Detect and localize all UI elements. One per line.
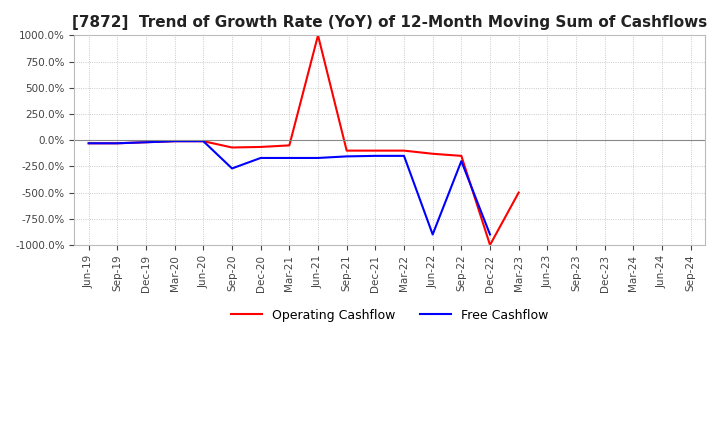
Free Cashflow — [142, 139, 150, 145]
Title: [7872]  Trend of Growth Rate (YoY) of 12-Month Moving Sum of Cashflows: [7872] Trend of Growth Rate (YoY) of 12-… — [72, 15, 707, 30]
Free Cashflow — [256, 155, 265, 161]
Line: Free Cashflow: Free Cashflow — [89, 141, 490, 235]
Operating Cashflow — [514, 190, 523, 195]
Operating Cashflow — [314, 33, 323, 38]
Operating Cashflow — [113, 141, 122, 146]
Legend: Operating Cashflow, Free Cashflow: Operating Cashflow, Free Cashflow — [225, 304, 554, 327]
Operating Cashflow — [228, 145, 236, 150]
Free Cashflow — [400, 153, 408, 158]
Free Cashflow — [171, 139, 179, 144]
Operating Cashflow — [171, 139, 179, 144]
Free Cashflow — [486, 232, 495, 237]
Operating Cashflow — [428, 151, 437, 156]
Operating Cashflow — [457, 153, 466, 158]
Line: Operating Cashflow: Operating Cashflow — [89, 35, 518, 245]
Free Cashflow — [285, 155, 294, 161]
Operating Cashflow — [199, 139, 207, 144]
Operating Cashflow — [142, 139, 150, 145]
Free Cashflow — [457, 158, 466, 164]
Free Cashflow — [371, 153, 379, 158]
Free Cashflow — [199, 139, 207, 144]
Free Cashflow — [314, 155, 323, 161]
Free Cashflow — [84, 141, 93, 146]
Operating Cashflow — [371, 148, 379, 153]
Operating Cashflow — [486, 242, 495, 248]
Operating Cashflow — [342, 148, 351, 153]
Operating Cashflow — [285, 143, 294, 148]
Free Cashflow — [113, 141, 122, 146]
Free Cashflow — [428, 232, 437, 237]
Operating Cashflow — [400, 148, 408, 153]
Free Cashflow — [228, 166, 236, 171]
Operating Cashflow — [84, 141, 93, 146]
Operating Cashflow — [256, 144, 265, 150]
Free Cashflow — [342, 154, 351, 159]
